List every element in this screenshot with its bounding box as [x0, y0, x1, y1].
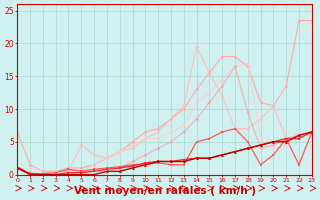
X-axis label: Vent moyen/en rafales ( km/h ): Vent moyen/en rafales ( km/h ): [74, 186, 256, 196]
